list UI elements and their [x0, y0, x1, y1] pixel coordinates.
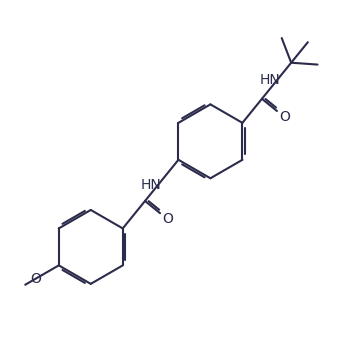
Text: HN: HN: [260, 73, 280, 87]
Text: O: O: [30, 272, 41, 286]
Text: O: O: [162, 212, 173, 226]
Text: O: O: [279, 110, 290, 124]
Text: HN: HN: [141, 178, 162, 192]
